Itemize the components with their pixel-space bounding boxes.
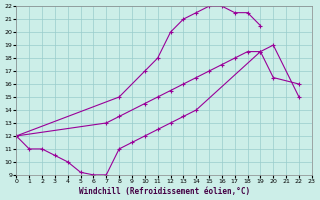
X-axis label: Windchill (Refroidissement éolien,°C): Windchill (Refroidissement éolien,°C) xyxy=(78,187,250,196)
